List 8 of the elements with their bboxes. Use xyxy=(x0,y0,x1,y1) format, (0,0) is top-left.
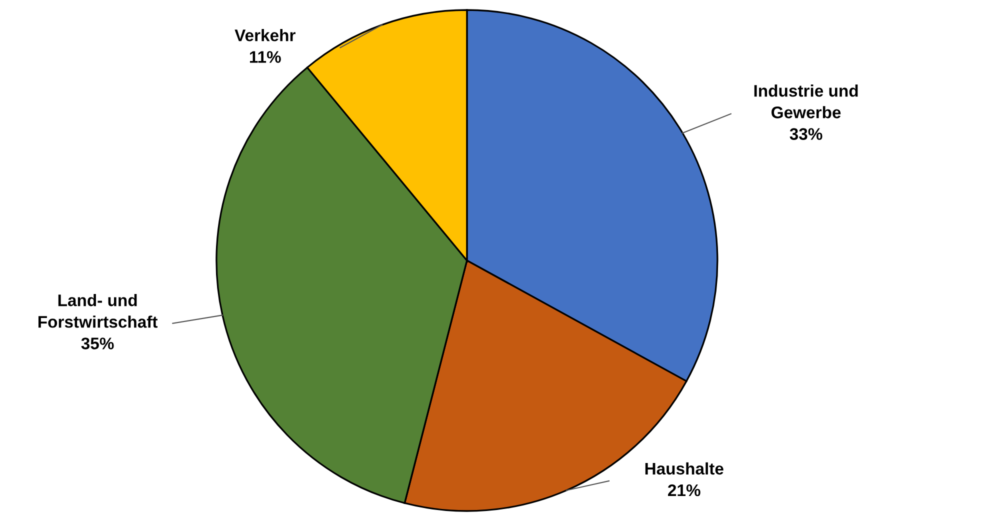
slice-label: Industrie und Gewerbe xyxy=(754,84,858,118)
slice-label: Haushalte xyxy=(645,462,724,475)
data-label: 11% xyxy=(250,51,281,63)
data-label: 33% xyxy=(790,128,822,140)
data-label: 21% xyxy=(668,484,700,496)
slice-label: Verkehr xyxy=(234,29,296,42)
slice-label: Land- und Forstwirtschaft xyxy=(38,294,158,328)
data-label: 35% xyxy=(81,338,114,350)
